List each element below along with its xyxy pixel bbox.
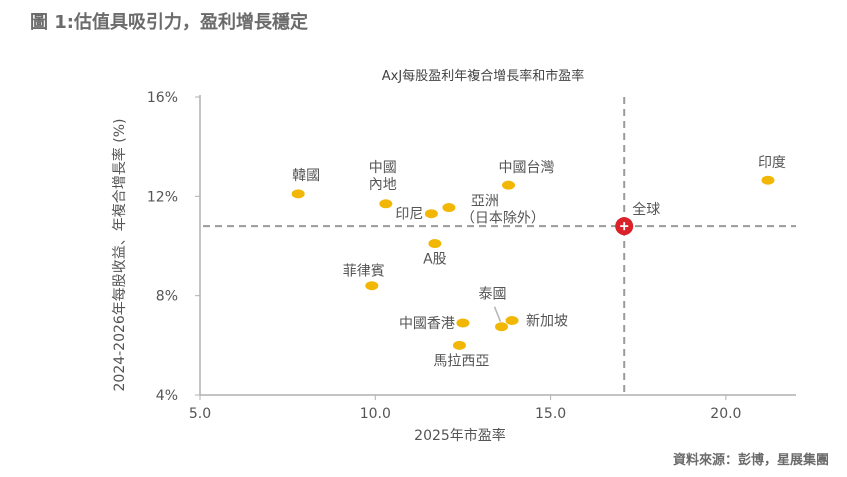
source-note: 資料來源：彭博，星展集團 bbox=[672, 453, 829, 468]
y-tick-label: 16% bbox=[147, 90, 178, 106]
point-label: 韓國 bbox=[292, 168, 320, 184]
x-tick-label: 20.0 bbox=[710, 406, 741, 422]
data-point bbox=[502, 180, 516, 190]
data-points bbox=[291, 175, 775, 350]
reference-lines bbox=[203, 97, 796, 395]
point-label: 中國香港 bbox=[399, 316, 455, 332]
data-point bbox=[495, 322, 509, 332]
cross-icon bbox=[620, 222, 629, 231]
x-tick-label: 5.0 bbox=[189, 406, 211, 422]
point-label: 中國台灣 bbox=[499, 160, 555, 176]
data-point bbox=[379, 199, 393, 209]
axes: 5.0 10.0 15.0 20.0 4% 8% 12% 16% bbox=[147, 90, 796, 422]
data-point bbox=[452, 340, 466, 350]
data-point bbox=[456, 318, 470, 328]
point-label: 印尼 bbox=[395, 207, 423, 223]
data-point bbox=[761, 175, 775, 185]
point-label: 亞洲（日本除外） bbox=[461, 194, 545, 227]
x-tick-label: 15.0 bbox=[535, 406, 566, 422]
data-point bbox=[291, 189, 305, 199]
leader-line bbox=[493, 306, 502, 322]
point-label: 印度 bbox=[758, 155, 786, 171]
figure-title: 圖 1:估值具吸引力，盈利增長穩定 bbox=[30, 12, 308, 33]
data-point bbox=[505, 316, 519, 325]
chart-title: AxJ每股盈利年複合增長率和市盈率 bbox=[382, 68, 584, 84]
x-axis-title: 2025年市盈率 bbox=[414, 427, 506, 444]
point-label: 馬拉西亞 bbox=[433, 353, 489, 369]
point-label: 菲律賓 bbox=[343, 263, 385, 280]
point-label: A股 bbox=[423, 252, 447, 268]
data-point bbox=[428, 239, 442, 249]
y-tick-label: 4% bbox=[156, 388, 178, 404]
x-tick-label: 10.0 bbox=[360, 406, 391, 422]
data-point bbox=[424, 209, 438, 219]
data-point bbox=[365, 281, 379, 291]
y-axis-title: 2024-2026年每股收益、年複合增長率 (%) bbox=[111, 119, 128, 392]
y-tick-label: 8% bbox=[156, 289, 178, 305]
y-tick-label: 12% bbox=[147, 189, 178, 205]
point-label: 全球 bbox=[632, 201, 660, 218]
point-label: 泰國 bbox=[479, 287, 507, 303]
point-label: 新加坡 bbox=[526, 314, 568, 330]
data-point bbox=[442, 203, 456, 213]
point-label: 中國內地 bbox=[369, 160, 397, 193]
